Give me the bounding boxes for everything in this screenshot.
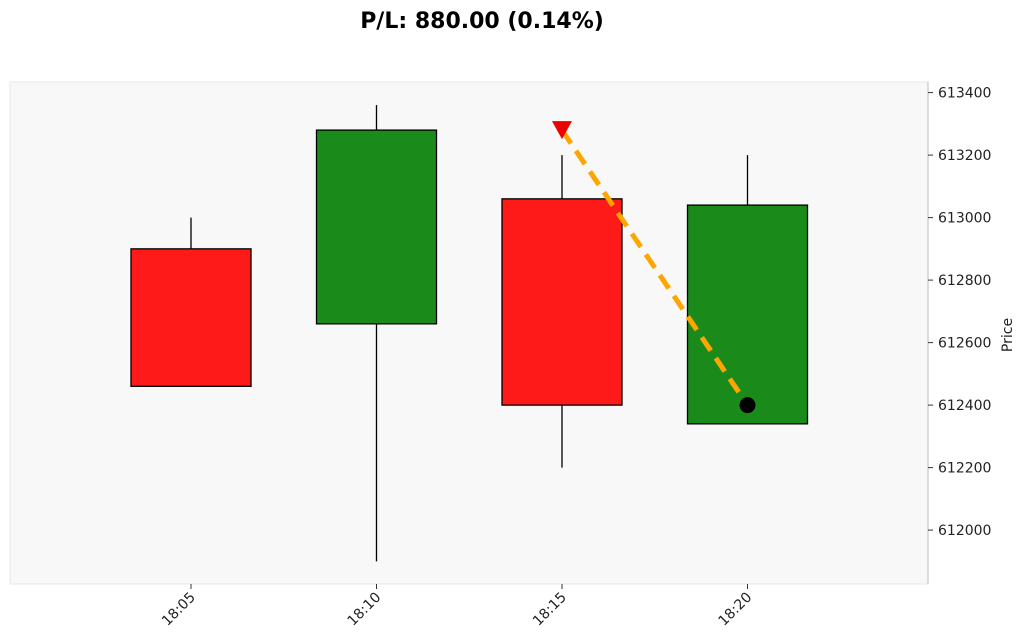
candles bbox=[130, 105, 809, 562]
candle-body-up bbox=[315, 129, 438, 325]
y-axis-label: Price bbox=[1000, 318, 1016, 352]
x-tick-label: 18:15 bbox=[530, 590, 570, 630]
y-tick-label: 612200 bbox=[938, 461, 991, 477]
y-tick-label: 612800 bbox=[938, 273, 991, 289]
y-tick-label: 612600 bbox=[938, 336, 991, 352]
y-tick-label: 612000 bbox=[938, 523, 991, 539]
x-tick-label: 18:05 bbox=[159, 590, 199, 630]
y-tick-label: 613200 bbox=[938, 148, 991, 164]
y-axis: 612000 612200 612400 612600 612800 613000 6132… bbox=[927, 82, 991, 584]
candle-body-down bbox=[130, 248, 252, 388]
exit-marker bbox=[739, 397, 756, 414]
entry-marker bbox=[552, 121, 572, 140]
trade-overlay bbox=[552, 121, 756, 414]
x-tick-label: 18:20 bbox=[715, 590, 755, 630]
trade-line bbox=[559, 128, 750, 407]
y-tick-label: 613000 bbox=[938, 211, 991, 227]
candle-body-down bbox=[501, 198, 623, 406]
chart-title: P/L: 880.00 (0.14%) bbox=[360, 9, 604, 34]
candle-body-up bbox=[686, 204, 809, 425]
y-tick-label: 612400 bbox=[938, 398, 991, 414]
x-axis: 18:05 18:10 18:15 18:20 bbox=[159, 584, 755, 629]
x-tick-label: 18:10 bbox=[344, 590, 384, 630]
y-tick-label: 613400 bbox=[938, 86, 991, 102]
